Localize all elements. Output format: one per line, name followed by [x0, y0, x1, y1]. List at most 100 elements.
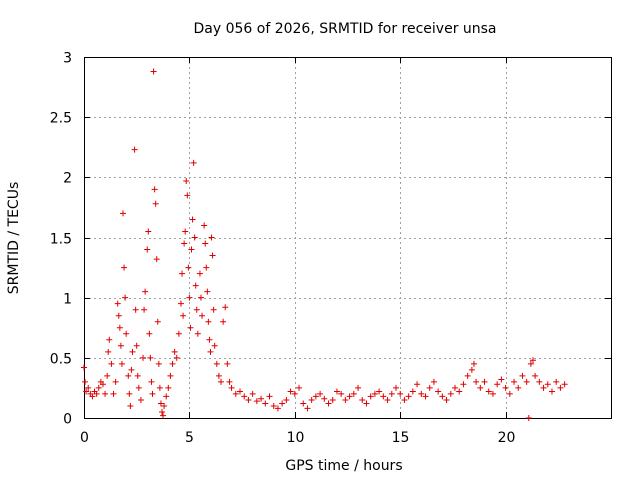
data-point [304, 405, 311, 412]
data-point [561, 381, 568, 388]
data-point [211, 342, 218, 349]
data-point [218, 378, 225, 385]
y-axis-label: SRMTID / TECUs [6, 182, 22, 295]
data-point [443, 396, 450, 403]
data-point [192, 282, 199, 289]
data-point [117, 342, 124, 349]
data-point [321, 395, 328, 402]
data-point [210, 306, 217, 313]
data-point [187, 324, 194, 331]
data-point [536, 378, 543, 385]
y-tick-label: 3 [63, 51, 72, 67]
data-point [85, 384, 92, 391]
data-point [128, 366, 135, 373]
data-point [426, 384, 433, 391]
data-point [147, 354, 154, 361]
data-point [222, 304, 229, 311]
data-point [388, 390, 395, 397]
data-point [329, 396, 336, 403]
data-point [435, 388, 442, 395]
data-point [530, 357, 537, 364]
data-point [186, 294, 193, 301]
data-point [169, 360, 176, 367]
data-point [152, 200, 159, 207]
data-point [116, 324, 123, 331]
data-point [481, 378, 488, 385]
y-tick-label: 2.5 [50, 111, 72, 127]
data-point [81, 364, 87, 371]
data-point [274, 405, 281, 412]
data-point [392, 384, 399, 391]
data-point [105, 348, 112, 355]
data-point [167, 372, 174, 379]
data-point [253, 398, 260, 405]
data-point [414, 381, 421, 388]
data-point [185, 264, 192, 271]
data-point [525, 415, 532, 421]
data-point [133, 342, 140, 349]
data-point [527, 360, 534, 367]
data-point [145, 228, 152, 235]
data-point [207, 348, 214, 355]
y-tick-label: 1.5 [50, 232, 72, 248]
data-point [523, 378, 530, 385]
data-point [110, 390, 117, 397]
data-point [148, 378, 155, 385]
y-tick-label: 1 [63, 292, 72, 308]
data-point [355, 384, 362, 391]
data-point [204, 288, 211, 295]
data-point [177, 300, 184, 307]
data-point [137, 396, 144, 403]
data-point [376, 388, 383, 395]
data-point [205, 318, 212, 325]
data-point [157, 400, 164, 407]
data-point [226, 378, 233, 385]
data-point [439, 393, 446, 400]
data-point [228, 384, 235, 391]
data-point [163, 393, 170, 400]
x-tick-label: 5 [185, 430, 194, 446]
data-point [144, 246, 151, 253]
data-point [460, 381, 467, 388]
data-point [308, 396, 315, 403]
data-point [477, 384, 484, 391]
data-point [196, 270, 203, 277]
data-point [142, 288, 149, 295]
data-point [540, 384, 547, 391]
data-point [131, 146, 138, 153]
data-point [83, 388, 90, 395]
data-point [502, 384, 509, 391]
data-point [494, 381, 501, 388]
data-point [193, 306, 200, 313]
data-point [95, 384, 102, 391]
data-point [188, 246, 195, 253]
data-point [121, 264, 128, 271]
data-point [194, 330, 201, 337]
y-tick-label: 0.5 [50, 352, 72, 368]
data-point [401, 396, 408, 403]
data-point [153, 256, 160, 263]
data-point [519, 372, 526, 379]
data-point [179, 270, 186, 277]
data-point [224, 360, 231, 367]
data-point [151, 186, 158, 193]
data-point [405, 393, 412, 400]
data-point [557, 384, 564, 391]
data-point [175, 330, 182, 337]
data-point [342, 396, 349, 403]
data-point [93, 390, 100, 397]
data-point [470, 360, 477, 367]
data-point [287, 388, 294, 395]
data-point [173, 354, 180, 361]
data-point [452, 384, 459, 391]
data-point [197, 294, 204, 301]
data-point [468, 366, 475, 373]
data-point [485, 388, 492, 395]
data-point [140, 354, 147, 361]
data-point [515, 384, 522, 391]
grid-lines [84, 57, 611, 418]
data-points [81, 68, 568, 421]
data-point [199, 312, 206, 319]
x-tick-label: 0 [80, 430, 89, 446]
